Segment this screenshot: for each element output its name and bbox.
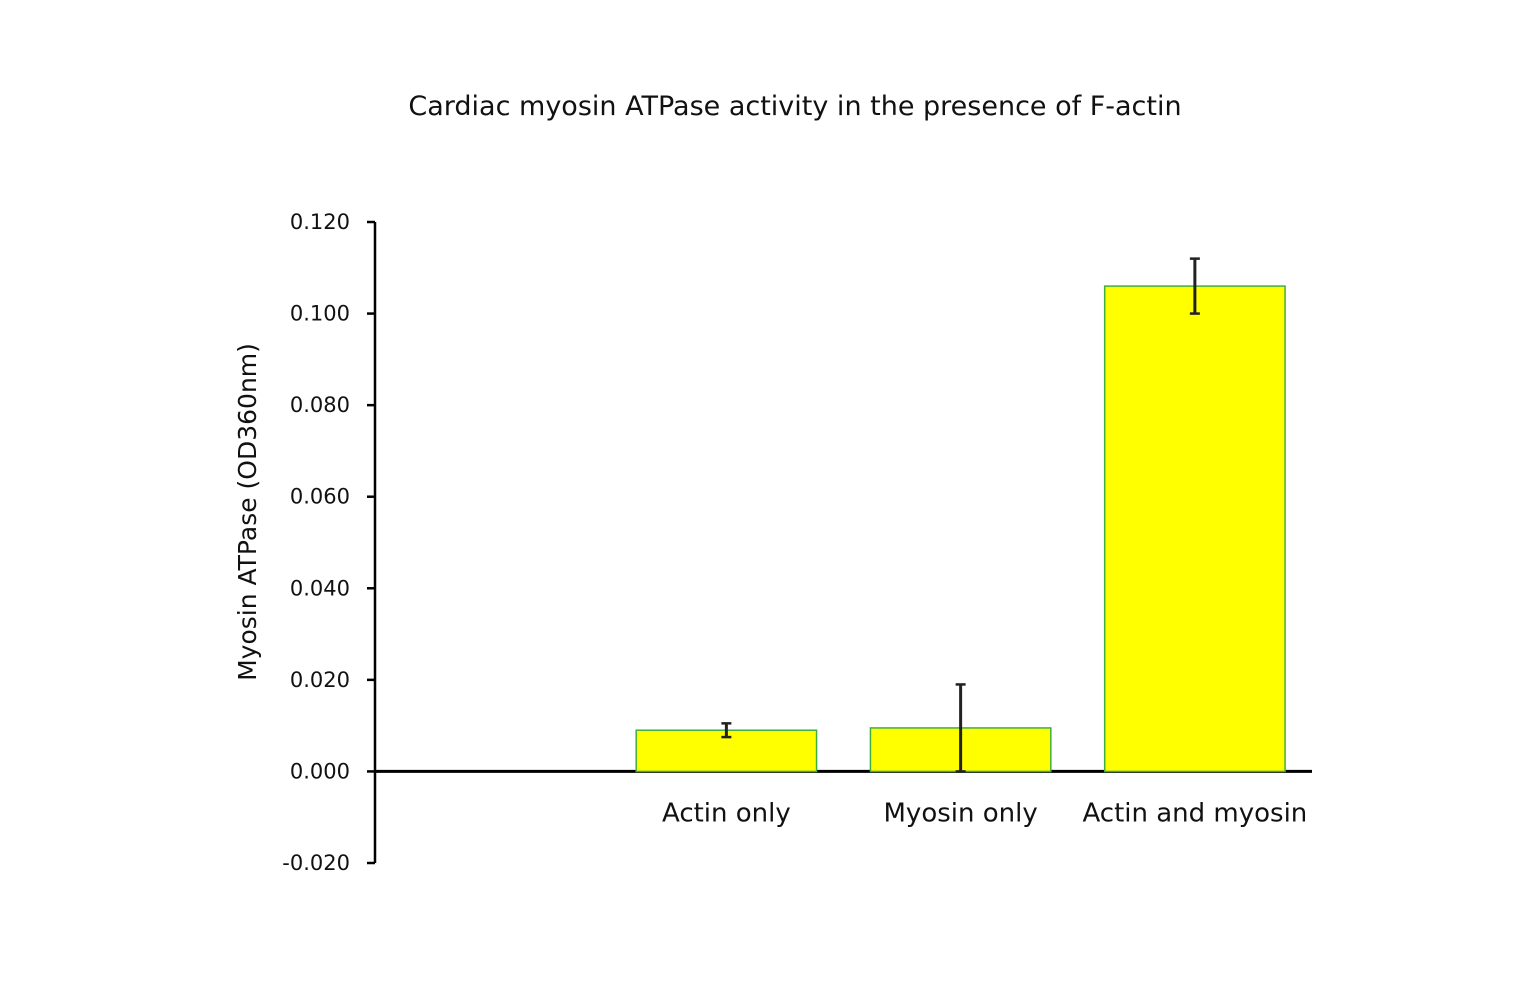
x-tick-label: Myosin only bbox=[884, 798, 1038, 828]
y-tick-label: -0.020 bbox=[282, 851, 350, 875]
y-tick-label: 0.020 bbox=[290, 668, 350, 692]
y-tick-label: 0.000 bbox=[290, 759, 350, 783]
bar bbox=[1103, 285, 1286, 773]
y-tick-label: 0.040 bbox=[290, 576, 350, 600]
x-tick-labels: Actin only Myosin only Actin and myosin bbox=[662, 798, 1307, 828]
chart-title: Cardiac myosin ATPase activity in the pr… bbox=[408, 91, 1181, 122]
bars bbox=[635, 285, 1286, 773]
y-tick-label: 0.100 bbox=[290, 302, 350, 326]
x-tick-label: Actin and myosin bbox=[1082, 798, 1307, 828]
error-bars bbox=[721, 257, 1200, 773]
y-tick-label: 0.120 bbox=[290, 210, 350, 234]
error-bar bbox=[1189, 257, 1200, 315]
x-tick-label: Actin only bbox=[662, 798, 791, 828]
y-tick-label: 0.080 bbox=[290, 393, 350, 417]
y-ticks: 0.120 0.100 0.080 0.060 0.040 0.020 0.000 -0.02… bbox=[282, 210, 375, 875]
y-tick-label: 0.060 bbox=[290, 485, 350, 509]
error-bar bbox=[721, 722, 732, 739]
error-bar bbox=[955, 683, 966, 773]
y-axis-label: Myosin ATPase (OD360nm) bbox=[233, 343, 262, 681]
